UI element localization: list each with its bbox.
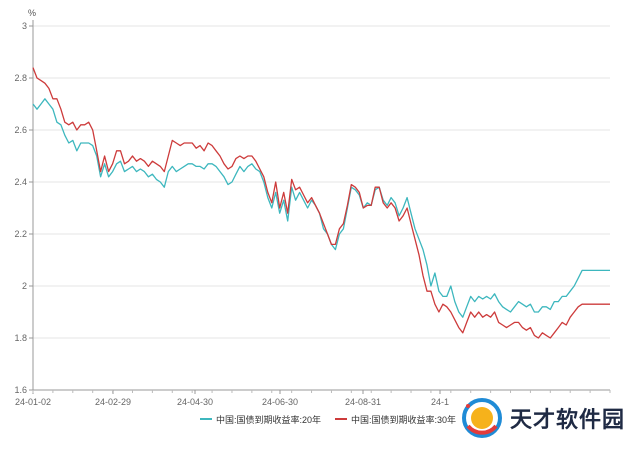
x-tick-label: 24-08-31 bbox=[345, 397, 381, 407]
y-tick-label: 2 bbox=[22, 281, 27, 291]
legend-swatch-30y bbox=[335, 418, 348, 420]
legend-item-20y[interactable]: 中国:国债到期收益率:20年 bbox=[200, 413, 321, 426]
y-tick-label: 2.8 bbox=[14, 73, 27, 83]
legend-swatch-20y bbox=[200, 418, 212, 420]
y-tick-label: 2.2 bbox=[14, 229, 27, 239]
x-tick-label: 24-02-29 bbox=[95, 397, 131, 407]
watermark-logo-icon bbox=[460, 396, 504, 440]
legend-label-20y: 中国:国债到期收益率:20年 bbox=[216, 414, 322, 425]
legend-label-30y: 中国:国债到期收益率:30年 bbox=[351, 414, 457, 425]
watermark: 天才软件园 bbox=[460, 390, 640, 446]
x-tick-label: 24-1 bbox=[431, 397, 449, 407]
y-tick-label: 2.4 bbox=[14, 177, 27, 187]
x-tick-label: 24-01-02 bbox=[15, 397, 51, 407]
series-line-30y bbox=[32, 67, 610, 339]
x-tick-label: 24-06-30 bbox=[262, 397, 298, 407]
y-axis-unit-label: % bbox=[28, 8, 36, 18]
axis-layer: 1.6 1.8 2 2.2 2.4 2.6 2.8 3 24-01-02 24-02-29 24-0… bbox=[14, 20, 611, 407]
y-tick-label: 1.6 bbox=[14, 385, 27, 395]
series-layer bbox=[32, 67, 610, 339]
grid-layer bbox=[33, 25, 610, 391]
y-tick-label: 2.6 bbox=[14, 125, 27, 135]
legend: 中国:国债到期收益率:20年 中国:国债到期收益率:30年 bbox=[200, 412, 470, 426]
legend-item-30y[interactable]: 中国:国债到期收益率:30年 bbox=[335, 413, 456, 426]
y-tick-label: 1.8 bbox=[14, 333, 27, 343]
x-tick-label: 24-04-30 bbox=[177, 397, 213, 407]
y-tick-label: 3 bbox=[22, 21, 27, 31]
series-line-20y bbox=[32, 98, 610, 318]
watermark-text: 天才软件园 bbox=[510, 408, 626, 433]
